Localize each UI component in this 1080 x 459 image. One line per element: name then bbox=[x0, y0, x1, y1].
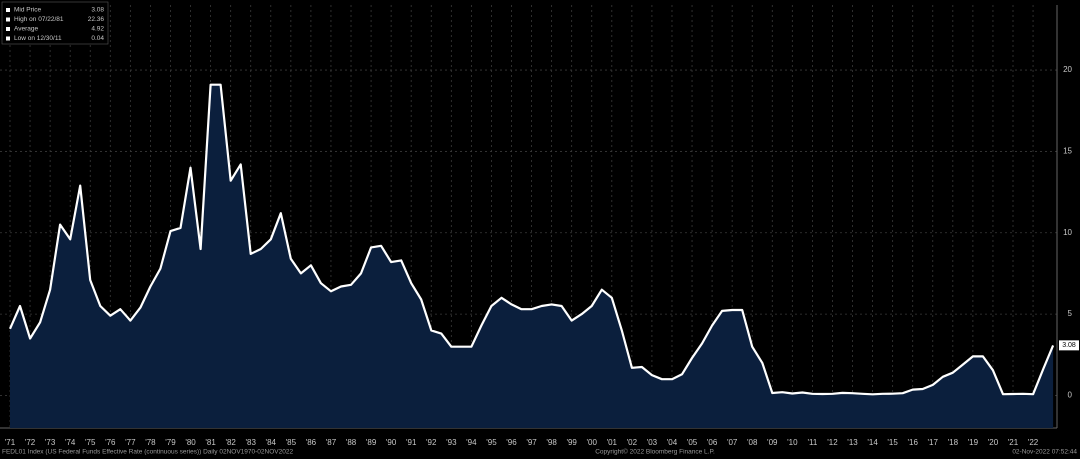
legend-swatch bbox=[6, 36, 10, 41]
x-tick-label: '92 bbox=[426, 438, 437, 447]
legend-box bbox=[1, 1, 109, 45]
x-tick-label: '02 bbox=[627, 438, 638, 447]
y-tick-label: 0 bbox=[1068, 391, 1073, 400]
x-tick-label: '76 bbox=[105, 438, 116, 447]
x-tick-label: '94 bbox=[466, 438, 477, 447]
x-tick-label: '72 bbox=[25, 438, 36, 447]
line bbox=[8, 83, 1055, 396]
x-tick-label: '95 bbox=[486, 438, 497, 447]
x-tick-label: '74 bbox=[65, 438, 76, 447]
x-tick-label: '81 bbox=[205, 438, 216, 447]
x-tick-label: '07 bbox=[727, 438, 738, 447]
x-tick-label: '11 bbox=[807, 438, 817, 447]
legend-swatch bbox=[6, 27, 10, 31]
legend-label: High on 07/22/81 bbox=[14, 16, 64, 23]
legend-label: Low on 12/30/11 bbox=[14, 35, 62, 42]
x-tick-label: '86 bbox=[306, 438, 317, 447]
x-tick-label: '99 bbox=[566, 438, 577, 447]
x-tick-label: '05 bbox=[687, 438, 698, 447]
x-tick-label: '01 bbox=[607, 438, 618, 447]
x-tick-label: '90 bbox=[386, 438, 397, 447]
x-tick-label: '98 bbox=[546, 438, 557, 447]
x-tick-label: '85 bbox=[286, 438, 297, 447]
x-tick-label: '96 bbox=[506, 438, 517, 447]
x-tick-label: '88 bbox=[346, 438, 357, 447]
x-tick-label: '75 bbox=[85, 438, 96, 447]
x-tick-label: '19 bbox=[968, 438, 979, 447]
footer-left: FEDL01 Index (US Federal Funds Effective… bbox=[2, 449, 293, 456]
last-price-tag bbox=[1059, 340, 1079, 351]
x-tick-label: '21 bbox=[1008, 438, 1019, 447]
legend-swatch bbox=[6, 8, 10, 12]
footer-right: 02-Nov-2022 07:52:44 bbox=[1012, 449, 1077, 456]
x-tick-label: '79 bbox=[165, 438, 176, 447]
x-tick-label: '13 bbox=[847, 438, 858, 447]
legend-value: 22.36 bbox=[88, 16, 105, 23]
x-tick-label: '06 bbox=[707, 438, 718, 447]
legend-label: Mid Price bbox=[14, 7, 41, 14]
y-tick-label: 5 bbox=[1068, 309, 1073, 318]
legend-value: 3.08 bbox=[91, 7, 104, 14]
x-tick-label: '00 bbox=[587, 438, 598, 447]
last-price-label: 3.08 bbox=[1062, 342, 1076, 349]
x-tick-label: '84 bbox=[266, 438, 277, 447]
x-tick-label: '17 bbox=[928, 438, 939, 447]
x-tick-label: '89 bbox=[366, 438, 377, 447]
x-tick-label: '22 bbox=[1028, 438, 1039, 447]
x-tick-label: '08 bbox=[747, 438, 758, 447]
legend-value: 0.04 bbox=[91, 35, 104, 42]
x-tick-label: '77 bbox=[125, 438, 136, 447]
x-tick-label: '87 bbox=[326, 438, 337, 447]
plot-area bbox=[0, 5, 1058, 429]
x-tick-label: '04 bbox=[667, 438, 678, 447]
x-tick-label: '10 bbox=[787, 438, 798, 447]
x-tick-label: '18 bbox=[948, 438, 959, 447]
y-tick-label: 15 bbox=[1063, 147, 1072, 156]
x-tick-label: '14 bbox=[867, 438, 878, 447]
x-tick-label: '73 bbox=[45, 438, 56, 447]
area bbox=[10, 84, 1054, 428]
legend-value: 4.92 bbox=[91, 26, 104, 33]
y-tick-label: 20 bbox=[1063, 65, 1072, 74]
x-tick-label: '12 bbox=[827, 438, 838, 447]
x-tick-label: '97 bbox=[526, 438, 537, 447]
x-tick-label: '80 bbox=[185, 438, 196, 447]
x-tick-label: '09 bbox=[767, 438, 778, 447]
x-tick-label: '03 bbox=[647, 438, 658, 447]
y-tick-label: 10 bbox=[1063, 228, 1072, 237]
x-tick-label: '93 bbox=[446, 438, 457, 447]
x-tick-label: '83 bbox=[246, 438, 257, 447]
x-tick-label: '78 bbox=[145, 438, 156, 447]
legend-label: Average bbox=[14, 26, 38, 33]
x-tick-label: '15 bbox=[887, 438, 898, 447]
legend: Mid Price 3.08 High on 07/22/81 22.36 Averag… bbox=[1, 1, 109, 45]
x-tick-label: '91 bbox=[406, 438, 417, 447]
x-tick-label: '71 bbox=[5, 438, 16, 447]
x-tick-label: '82 bbox=[225, 438, 236, 447]
x-tick-label: '20 bbox=[988, 438, 999, 447]
legend-swatch bbox=[6, 17, 10, 22]
footer-center: Copyright© 2022 Bloomberg Finance L.P. bbox=[595, 448, 715, 456]
x-tick-label: '16 bbox=[907, 438, 918, 447]
